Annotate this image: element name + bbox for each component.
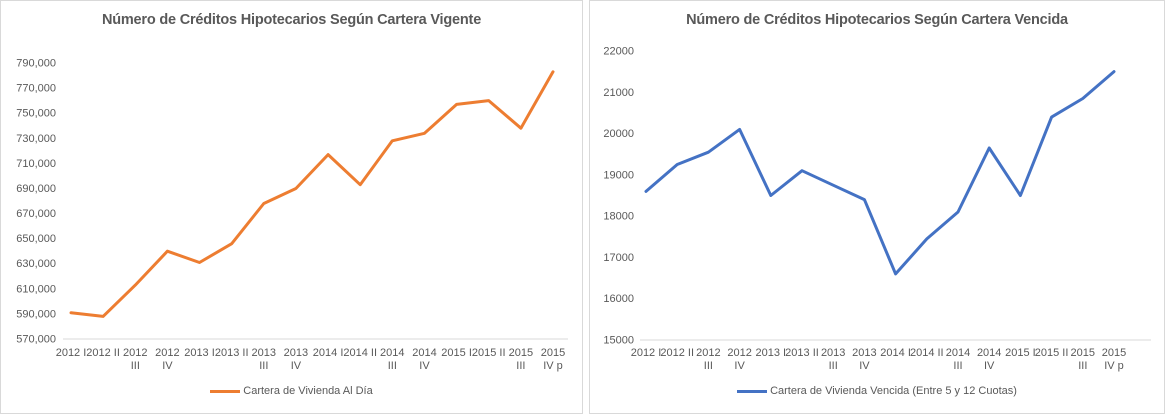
- line-chart-svg: 790,000 770,000 750,000 730,000 710,000 690,0…: [16, 58, 568, 346]
- y-axis-tick-label: 21000: [603, 87, 634, 99]
- y-axis-tick-label: 19000: [603, 169, 634, 181]
- x-axis-tick-label: 2013 III: [820, 347, 846, 372]
- x-axis-tick-label: 2015 IV p: [540, 347, 566, 372]
- x-axis-tick-label: 2013 III: [251, 347, 277, 372]
- x-axis-tick-label: 2015 I: [441, 347, 472, 359]
- x-axis-tick-label: 2012 I: [630, 347, 662, 359]
- x-axis-tick-label: 2015 II: [471, 347, 506, 359]
- x-axis-tick-label: 2015 I: [1005, 347, 1036, 359]
- x-axis-tick-label: 2012 III: [696, 347, 721, 372]
- x-axis-tick-label: 2014 II: [909, 347, 944, 359]
- line-chart-svg: 22000 21000 20000 19000 18000 17000 16000 15000: [603, 46, 1151, 347]
- y-axis-tick-label: 630,000: [16, 258, 56, 270]
- y-axis-tick-label: 20000: [603, 128, 634, 140]
- x-axis-tick-label: 2013 I: [184, 347, 215, 359]
- x-axis-tick-label: 2012 I: [55, 347, 87, 359]
- y-axis-tick-label: 15000: [603, 335, 634, 347]
- legend-label: Cartera de Vivienda Vencida (Entre 5 y 1…: [770, 385, 1017, 397]
- y-axis-tick-label: 570,000: [16, 334, 56, 346]
- y-axis-tick-label: 22000: [603, 46, 634, 58]
- y-axis-tick-label: 710,000: [16, 158, 56, 170]
- x-axis-tick-label: 2013 I: [755, 347, 787, 359]
- x-axis-tick-label: 2013 II: [785, 347, 819, 359]
- chart-panel-cartera-vigente: Número de Créditos Hipotecarios Según Ca…: [0, 0, 583, 414]
- chart-title: Número de Créditos Hipotecarios Según Ca…: [686, 12, 1068, 28]
- legend-line-icon: [737, 389, 768, 393]
- x-axis-tick-label: 2015 III: [508, 347, 534, 372]
- legend-line-icon: [210, 389, 241, 393]
- x-axis-tick-label: 2015 II: [1034, 347, 1069, 359]
- y-axis-tick-label: 610,000: [16, 283, 56, 295]
- y-axis-tick-label: 18000: [603, 211, 634, 223]
- legend: Cartera de Vivienda Al Día: [1, 385, 582, 397]
- x-axis-tick-label: 2014 I: [312, 347, 344, 359]
- x-axis-tick-label: 2014 IV: [412, 347, 437, 372]
- data-series-line: [644, 70, 1116, 276]
- x-axis-tick-label: 2014 III: [945, 347, 971, 372]
- y-axis-tick-label: 770,000: [16, 83, 56, 95]
- x-axis-tick-label: 2012 III: [123, 347, 148, 372]
- legend: Cartera de Vivienda Vencida (Entre 5 y 1…: [590, 385, 1164, 397]
- chart-panel-cartera-vencida: Número de Créditos Hipotecarios Según Ca…: [589, 0, 1165, 414]
- chart-title: Número de Créditos Hipotecarios Según Ca…: [101, 12, 482, 28]
- x-axis-tick-label: 2012 IV: [155, 347, 180, 372]
- x-axis-labels: 2012 I 2012 II 2012 III 2012 IV 2013 I 2013 II 2…: [590, 347, 1164, 379]
- y-axis-tick-label: 670,000: [16, 208, 56, 220]
- x-axis-tick-label: 2012 II: [86, 347, 120, 359]
- y-axis-tick-label: 17000: [603, 252, 634, 264]
- x-axis-labels: 2012 I 2012 II 2012 III 2012 IV 2013 I 2013 II 2…: [1, 347, 582, 379]
- y-axis-tick-label: 650,000: [16, 233, 56, 245]
- y-axis-tick-label: 750,000: [16, 108, 56, 120]
- x-axis-tick-label: 2012 IV: [727, 347, 752, 372]
- x-axis-tick-label: 2014 IV: [976, 347, 1002, 372]
- y-axis-tick-label: 730,000: [16, 133, 56, 145]
- y-axis-tick-label: 16000: [603, 293, 634, 305]
- x-axis-tick-label: 2014 I: [880, 347, 911, 359]
- y-axis-tick-label: 590,000: [16, 308, 56, 320]
- data-series-line: [69, 70, 555, 318]
- y-axis-tick-label: 790,000: [16, 58, 56, 70]
- y-axis-tick-label: 690,000: [16, 183, 56, 195]
- x-axis-tick-label: 2014 III: [380, 347, 405, 372]
- x-axis-tick-label: 2013 IV: [852, 347, 877, 372]
- legend-label: Cartera de Vivienda Al Día: [243, 385, 373, 397]
- x-axis-tick-label: 2013 IV: [283, 347, 309, 372]
- x-axis-tick-label: 2012 II: [660, 347, 694, 359]
- x-axis-tick-label: 2015 IV p: [1101, 347, 1127, 372]
- x-axis-tick-label: 2013 II: [214, 347, 249, 359]
- x-axis-tick-label: 2014 II: [343, 347, 377, 359]
- x-axis-tick-label: 2015 III: [1070, 347, 1096, 372]
